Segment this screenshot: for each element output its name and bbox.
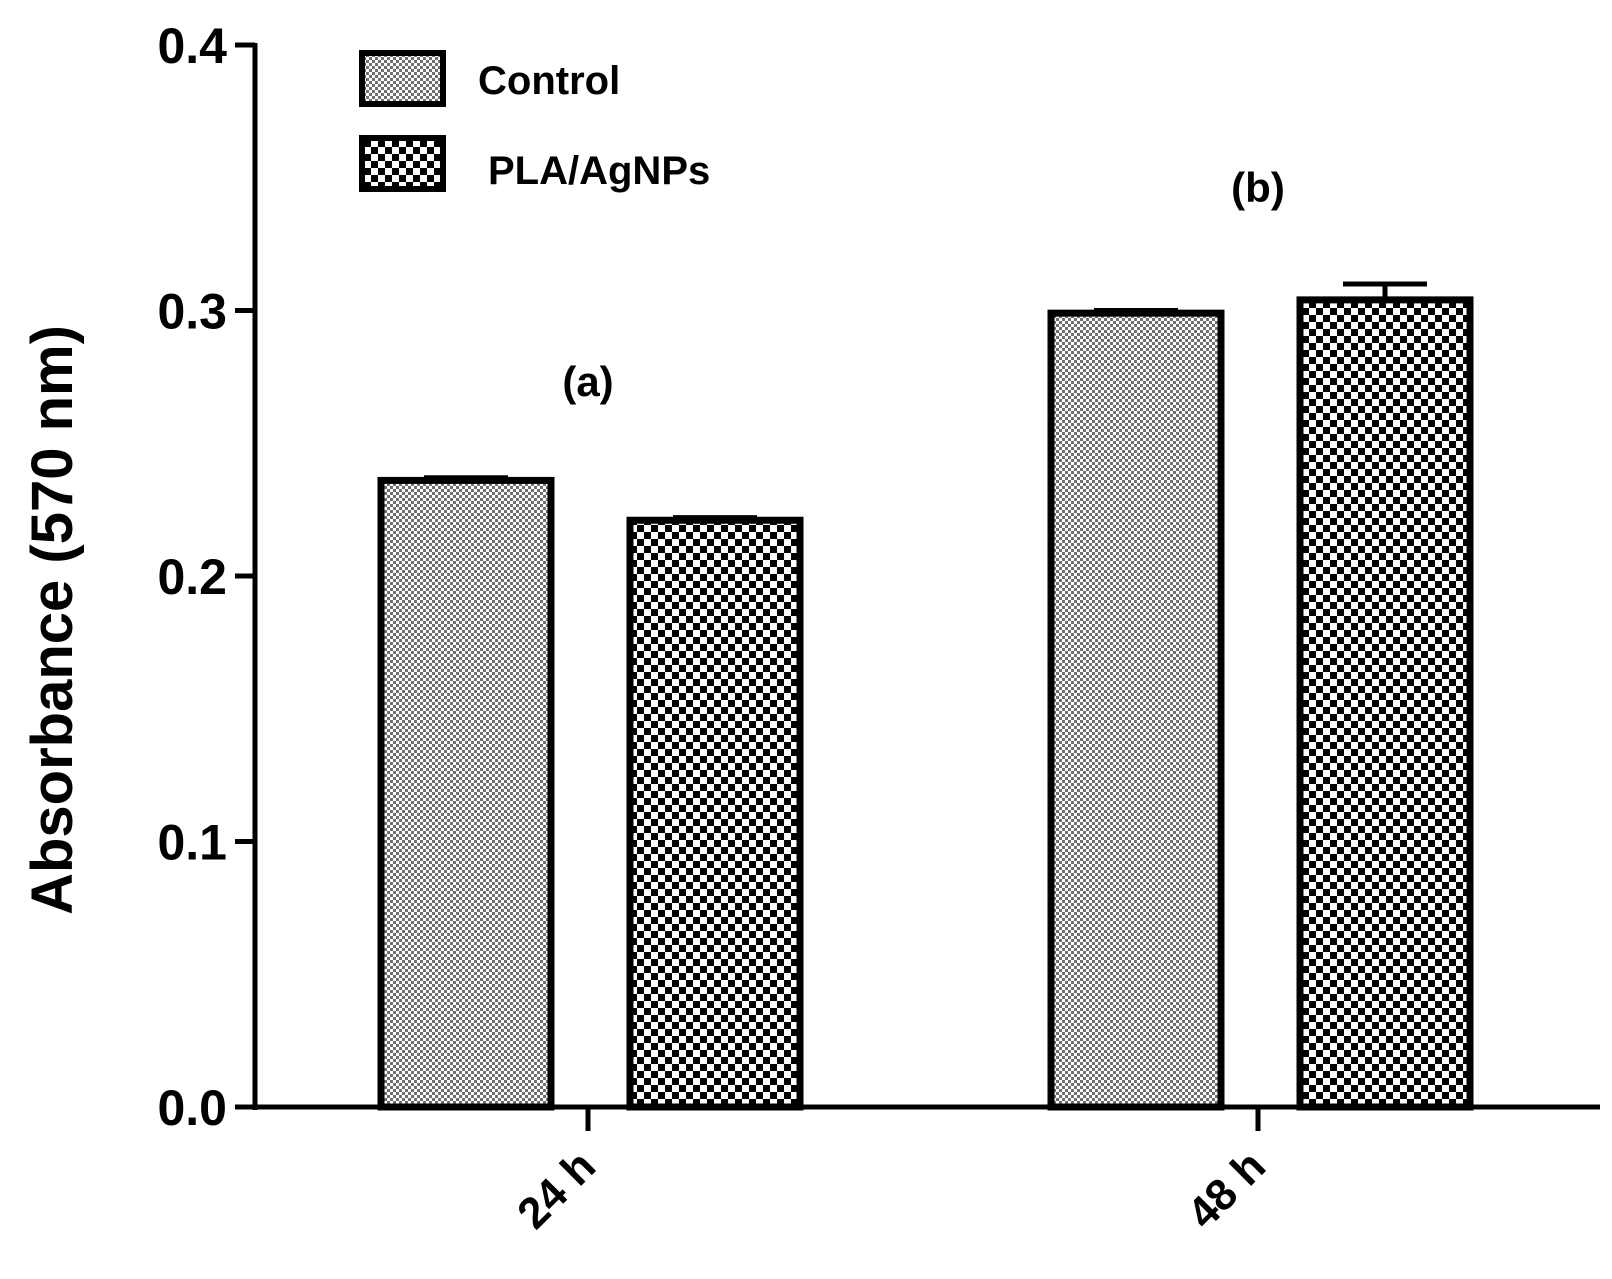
bar-pla-agnps-48-h <box>1296 296 1474 1111</box>
legend-label-control: Control <box>478 59 620 103</box>
bars-layer <box>377 281 1474 1111</box>
y-tick-label: 0.0 <box>157 1080 227 1136</box>
y-tick-label: 0.1 <box>157 815 227 871</box>
annotation-label: (b) <box>1231 164 1285 211</box>
x-tick-label: 24 h <box>508 1141 605 1238</box>
x-category-labels: 24 h 48 h <box>508 1107 1275 1238</box>
legend-swatch-control <box>359 50 446 107</box>
x-tick-label: 48 h <box>1178 1141 1275 1238</box>
legend-swatch-pla-agnps <box>359 135 446 192</box>
annotations: (a) (b) <box>562 164 1284 405</box>
y-tick-label: 0.4 <box>157 18 227 74</box>
bar-control-48-h <box>1047 309 1225 1111</box>
bar-control-24-h <box>377 476 555 1111</box>
y-axis-title: Absorbance (570 nm) <box>20 325 85 915</box>
y-tick-label: 0.2 <box>157 549 227 605</box>
y-tick-label: 0.3 <box>157 284 227 340</box>
bar-pla-agnps-24-h <box>626 516 804 1111</box>
legend: Control PLA/AgNPs <box>359 50 710 193</box>
annotation-label: (a) <box>562 358 613 405</box>
y-ticks: 0.0 0.1 0.2 0.3 0.4 <box>157 18 255 1136</box>
legend-label-pla-agnps: PLA/AgNPs <box>488 149 710 193</box>
